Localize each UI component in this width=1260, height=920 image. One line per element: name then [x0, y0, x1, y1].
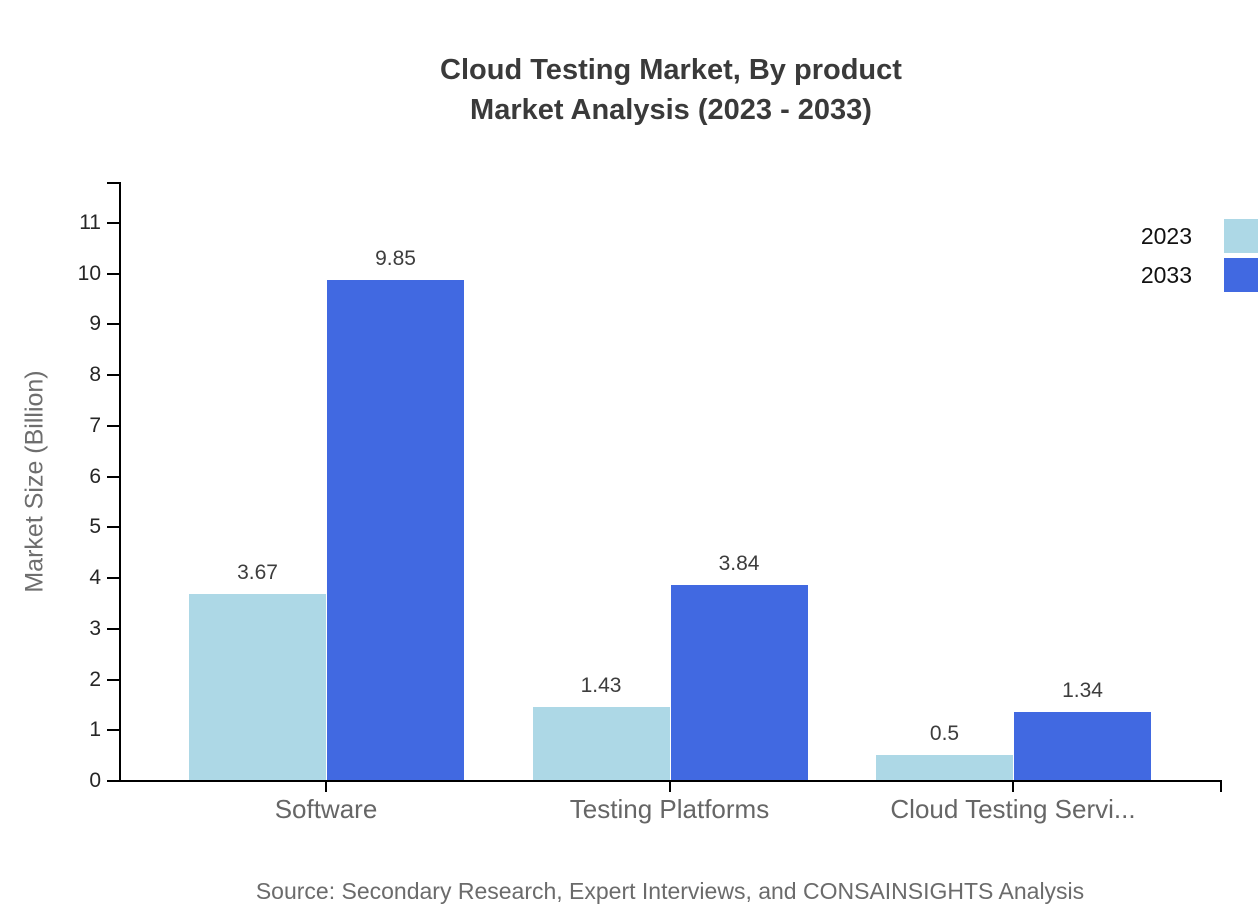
category-label: Cloud Testing Servi... — [890, 794, 1136, 824]
bar-2033-2[interactable] — [670, 585, 808, 780]
y-axis-line — [119, 182, 121, 782]
y-tick-label: 5 — [89, 515, 101, 539]
y-tick-label: 0 — [89, 769, 101, 792]
y-tick — [107, 729, 119, 732]
y-tick — [107, 780, 119, 782]
y-tick-label: 10 — [77, 261, 101, 285]
y-tick — [107, 526, 119, 529]
y-tick — [107, 222, 119, 224]
bar-value-label: 9.85 — [375, 247, 416, 271]
x-tick — [1012, 782, 1014, 792]
legend-swatch-2023[interactable] — [1224, 219, 1258, 253]
y-axis-end-tick — [107, 182, 119, 184]
y-tick-label: 6 — [89, 464, 101, 488]
source-note: Source: Secondary Research, Expert Inter… — [255, 878, 1085, 904]
y-tick-label: 1 — [89, 718, 101, 742]
y-tick-label: 3 — [89, 616, 101, 640]
y-tick-label: 2 — [89, 667, 101, 691]
legend-label[interactable]: 2033 — [1140, 262, 1192, 288]
x-axis-end-tick — [1220, 780, 1222, 792]
y-tick-label: 8 — [89, 363, 101, 387]
chart-title-line2: Market Analysis (2023 - 2033) — [470, 94, 872, 126]
category-label: Testing Platforms — [569, 794, 770, 824]
y-tick — [107, 374, 119, 377]
bar-2033-1[interactable] — [327, 280, 464, 780]
bar-value-label: 1.43 — [580, 674, 622, 698]
y-tick-label: 7 — [89, 413, 101, 437]
y-tick-label: 11 — [79, 211, 101, 234]
chart-title-line1: Cloud Testing Market, By product — [440, 54, 902, 86]
legend-swatch-2033[interactable] — [1224, 258, 1258, 292]
y-tick — [107, 424, 119, 427]
y-tick — [107, 475, 119, 478]
x-axis-line — [119, 780, 1222, 782]
y-axis-title: Market Size (Billion) — [20, 370, 49, 593]
y-tick — [107, 627, 119, 630]
y-tick — [107, 678, 119, 681]
bar-2033-3[interactable] — [1014, 712, 1151, 780]
bar-value-label: 0.5 — [929, 721, 960, 745]
bar-value-label: 1.34 — [1062, 679, 1103, 703]
y-tick-label: 9 — [89, 312, 101, 336]
x-tick — [668, 782, 671, 792]
x-tick — [325, 782, 327, 792]
y-tick — [107, 577, 119, 580]
y-tick-label: 4 — [89, 566, 101, 590]
bar-2023-2[interactable] — [532, 707, 670, 780]
category-label: Software — [274, 794, 378, 824]
bar-value-label: 3.84 — [718, 552, 760, 576]
chart-title: Cloud Testing Market, By product Market … — [120, 50, 1222, 130]
y-tick — [107, 272, 119, 275]
bar-value-label: 3.67 — [237, 560, 278, 584]
bar-2023-3[interactable] — [876, 754, 1013, 780]
legend-label[interactable]: 2023 — [1140, 223, 1192, 249]
y-tick — [107, 323, 119, 326]
bar-2023-1[interactable] — [189, 593, 326, 780]
